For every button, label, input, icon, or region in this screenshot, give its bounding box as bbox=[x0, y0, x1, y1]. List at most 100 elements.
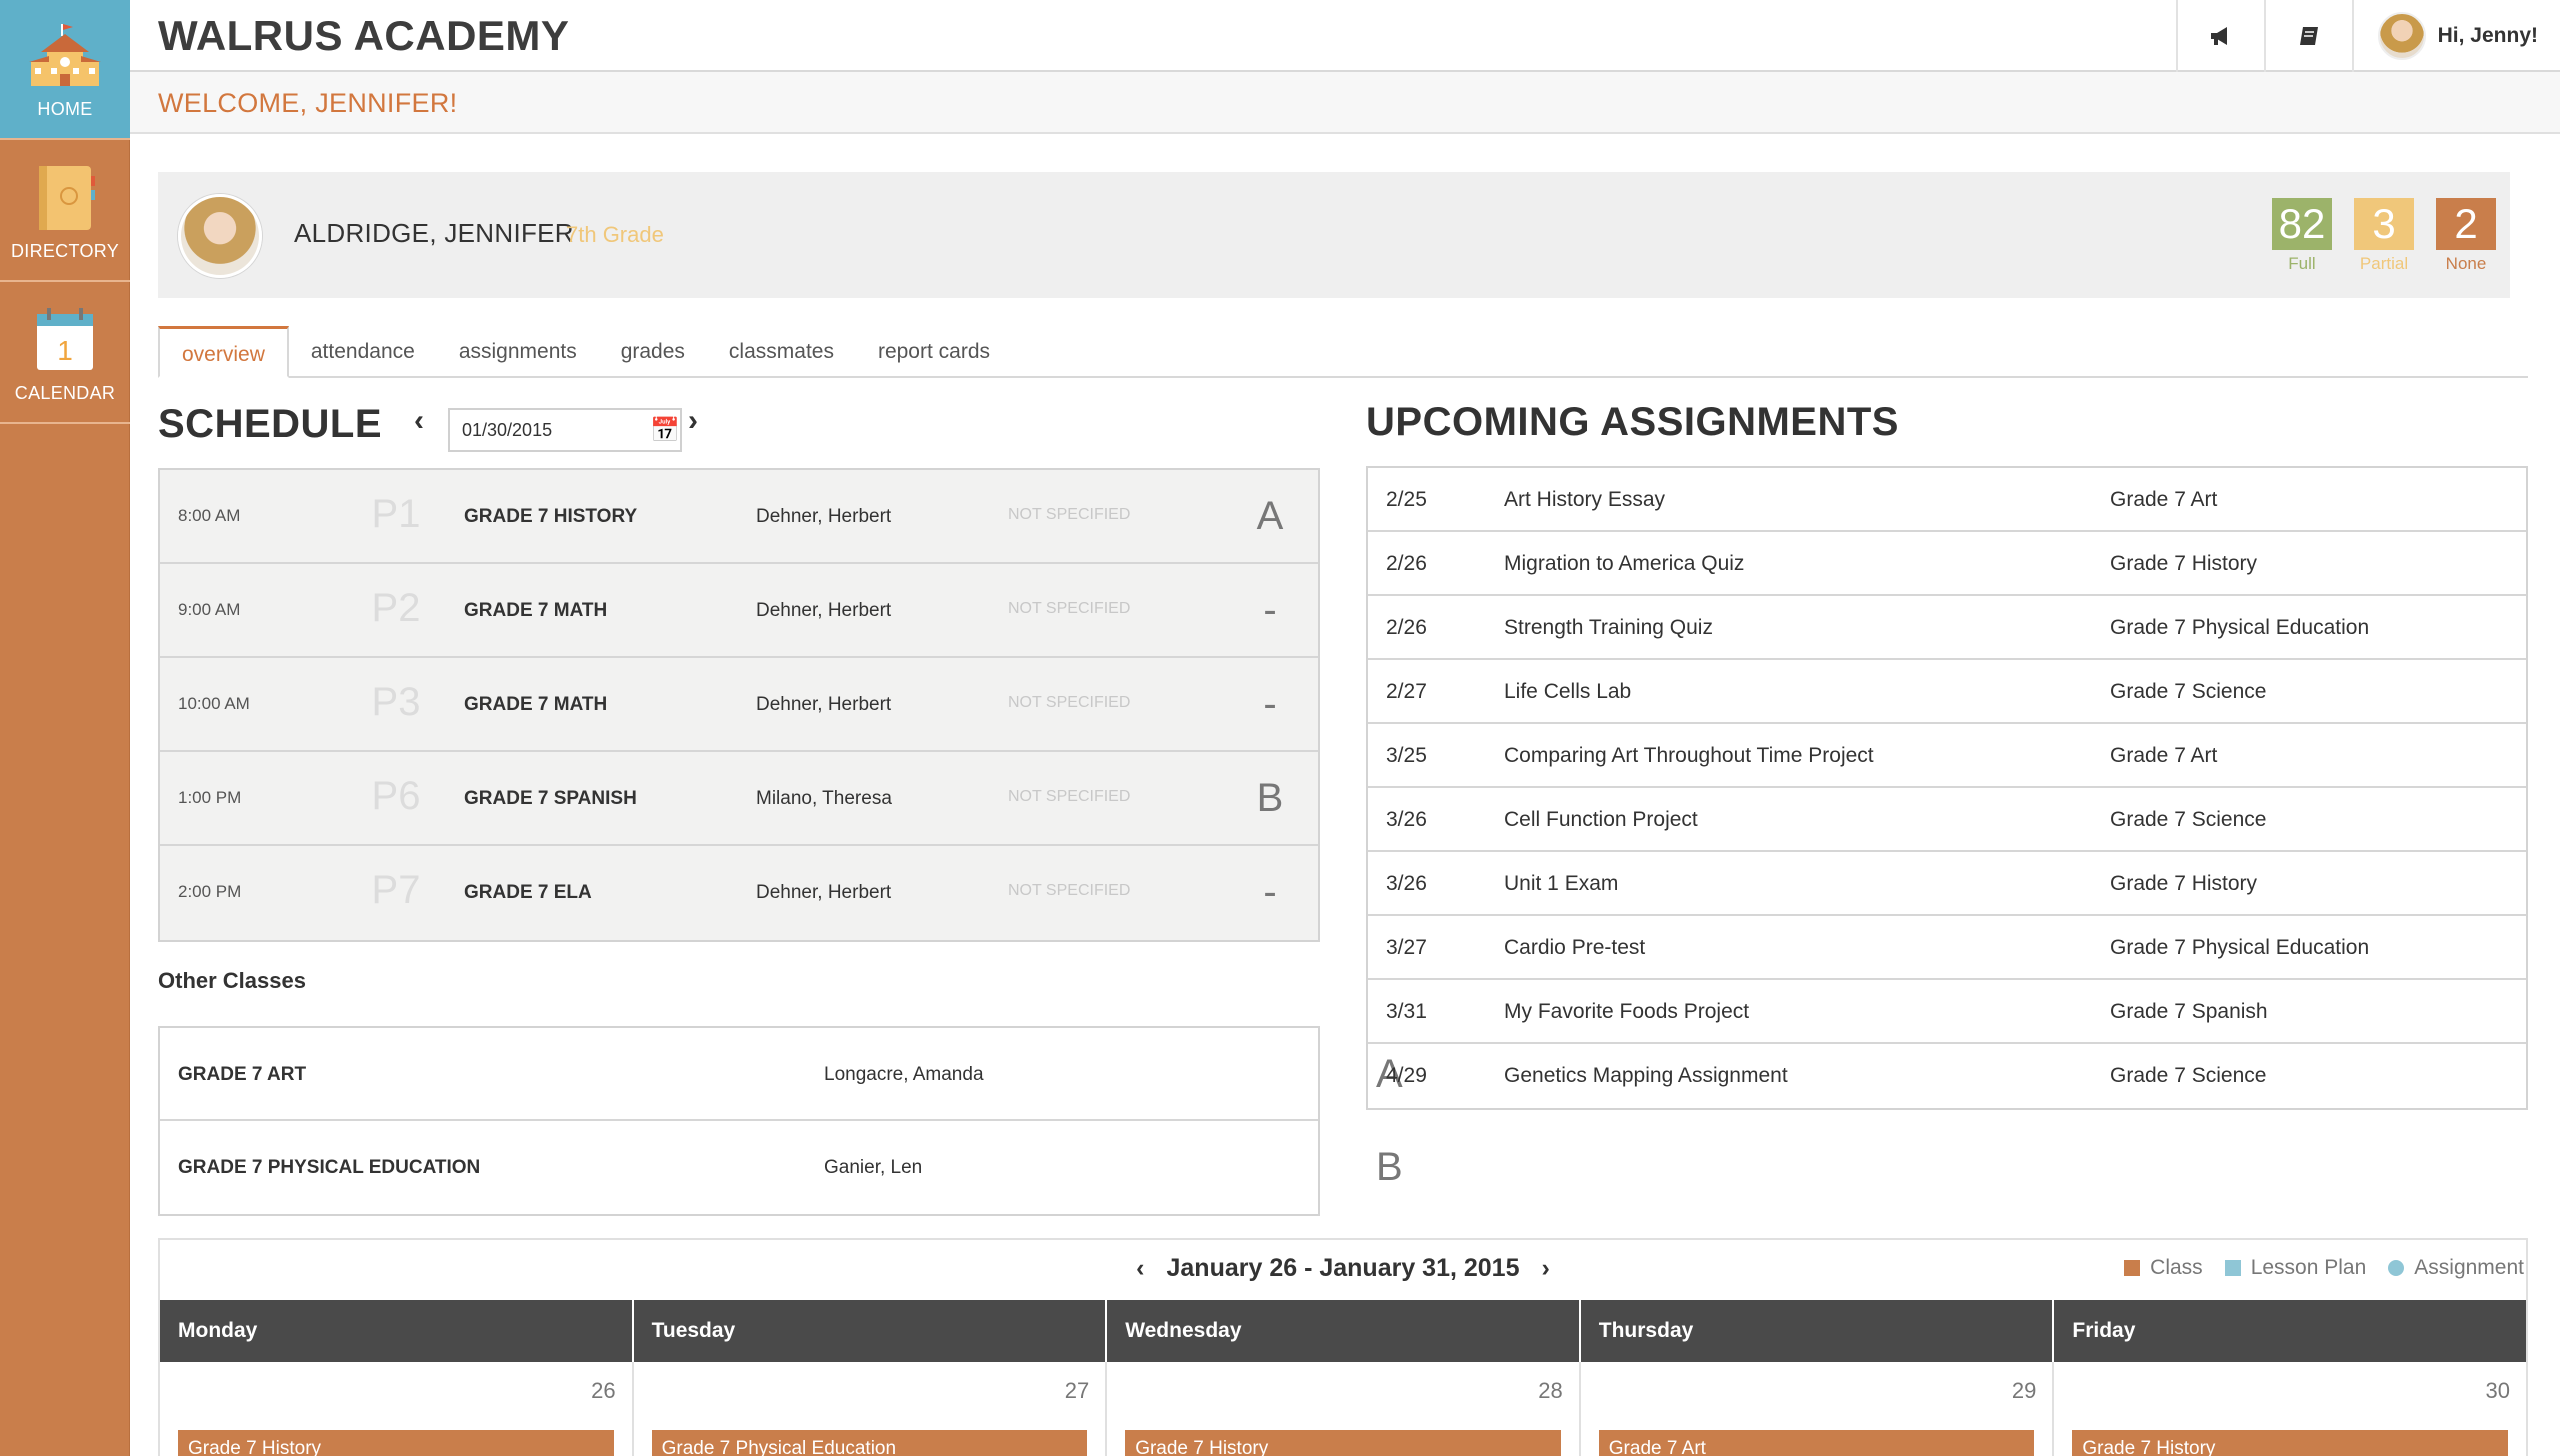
user-menu[interactable]: Hi, Jenny! bbox=[2351, 0, 2560, 72]
schedule-grade: - bbox=[1263, 870, 1277, 914]
stat-none[interactable]: 2 None bbox=[2436, 198, 2496, 274]
calendar-event[interactable]: Grade 7 Physical Education bbox=[651, 1430, 1088, 1456]
announcements-button[interactable] bbox=[2175, 0, 2264, 72]
assignment-date: 3/26 bbox=[1386, 872, 1427, 895]
date-picker-icon[interactable]: 📅 bbox=[650, 417, 680, 444]
sidebar-item-directory[interactable]: DIRECTORY bbox=[0, 142, 130, 282]
assignment-row[interactable]: 2/26 Strength Training Quiz Grade 7 Physic… bbox=[1368, 596, 2526, 660]
tab-overview[interactable]: overview bbox=[158, 326, 289, 378]
schedule-row[interactable]: 1:00 PM P6 GRADE 7 SPANISH Milano, There… bbox=[160, 752, 1318, 846]
other-class-name: GRADE 7 ART bbox=[178, 1064, 307, 1085]
next-week-arrow-icon[interactable]: › bbox=[1541, 1254, 1550, 1282]
tab-assignments[interactable]: assignments bbox=[458, 340, 577, 363]
upcoming-assignments-table: 2/25 Art History Essay Grade 7 Art 2/26 Mig… bbox=[1366, 466, 2528, 1110]
stat-caption: None bbox=[2445, 254, 2487, 273]
schedule-period: P6 bbox=[371, 774, 421, 818]
assignment-class: Grade 7 Art bbox=[2110, 744, 2218, 767]
tab-grades[interactable]: grades bbox=[620, 340, 685, 363]
schedule-date-input[interactable] bbox=[448, 408, 682, 452]
tab-classmates[interactable]: classmates bbox=[728, 340, 834, 363]
assignment-row[interactable]: 2/25 Art History Essay Grade 7 Art bbox=[1368, 468, 2526, 532]
calendar-icon-number: 1 bbox=[57, 335, 73, 366]
assignment-title: Life Cells Lab bbox=[1504, 680, 1632, 703]
legend-assignment-swatch bbox=[2388, 1260, 2405, 1276]
tab-attendance[interactable]: attendance bbox=[310, 340, 415, 363]
assignment-date: 3/26 bbox=[1386, 808, 1427, 831]
schedule-row[interactable]: 9:00 AM P2 GRADE 7 MATH Dehner, Herbert … bbox=[160, 564, 1318, 658]
assignment-class: Grade 7 Art bbox=[2110, 488, 2218, 511]
other-class-row[interactable]: GRADE 7 ART Longacre, Amanda A bbox=[160, 1028, 1403, 1121]
stat-value: 82 bbox=[2272, 198, 2332, 250]
book-icon bbox=[2299, 27, 2318, 45]
schedule-row[interactable]: 2:00 PM P7 GRADE 7 ELA Dehner, Herbert N… bbox=[160, 846, 1318, 940]
assignment-title: Art History Essay bbox=[1504, 488, 1666, 511]
calendar-event[interactable]: Grade 7 History bbox=[2072, 1430, 2508, 1456]
brand-title: WALRUS ACADEMY bbox=[158, 12, 570, 59]
schedule-row[interactable]: 10:00 AM P3 GRADE 7 MATH Dehner, Herbert… bbox=[160, 658, 1318, 752]
assignment-title: Unit 1 Exam bbox=[1504, 872, 1619, 895]
schedule-time: 2:00 PM bbox=[178, 882, 242, 901]
tab-report-cards[interactable]: report cards bbox=[877, 340, 990, 363]
calendar-day-headers: Monday Tuesday Wednesday Thursday Friday bbox=[160, 1300, 2526, 1362]
other-class-row[interactable]: GRADE 7 PHYSICAL EDUCATION Ganier, Len B bbox=[160, 1121, 1403, 1214]
assignment-row[interactable]: 3/25 Comparing Art Throughout Time Projec… bbox=[1368, 724, 2526, 788]
schedule-teacher: Milano, Theresa bbox=[756, 788, 892, 809]
assignment-row[interactable]: 2/26 Migration to America Quiz Grade 7 His… bbox=[1368, 532, 2526, 596]
assignment-row[interactable]: 3/31 My Favorite Foods Project Grade 7 Spa… bbox=[1368, 980, 2526, 1044]
assignment-date: 3/25 bbox=[1386, 744, 1427, 767]
next-day-arrow-icon[interactable]: › bbox=[688, 404, 698, 437]
calendar-icon: 1 bbox=[37, 308, 93, 370]
assignment-date: 2/25 bbox=[1386, 488, 1427, 511]
previous-day-arrow-icon[interactable]: ‹ bbox=[414, 404, 424, 437]
schedule-class: GRADE 7 MATH bbox=[464, 694, 608, 715]
day-cell[interactable]: 30 Grade 7 History bbox=[2054, 1362, 2526, 1456]
sidebar: HOME DIRECTORY 1 CALENDAR bbox=[0, 0, 130, 1456]
schedule-row[interactable]: 8:00 AM P1 GRADE 7 HISTORY Dehner, Herbe… bbox=[160, 470, 1318, 564]
schedule-time: 8:00 AM bbox=[178, 506, 241, 525]
week-calendar: ‹ January 26 - January 31, 2015 › Class Le… bbox=[158, 1238, 2528, 1456]
assignment-title: Strength Training Quiz bbox=[1504, 616, 1713, 639]
assignment-row[interactable]: 3/27 Cardio Pre-test Grade 7 Physical Educ… bbox=[1368, 916, 2526, 980]
schedule-table: 8:00 AM P1 GRADE 7 HISTORY Dehner, Herbe… bbox=[158, 468, 1320, 942]
assignment-date: 4/29 bbox=[1386, 1064, 1427, 1087]
calendar-event[interactable]: Grade 7 Art bbox=[1598, 1430, 2035, 1456]
stat-value: 3 bbox=[2354, 198, 2414, 250]
assignment-class: Grade 7 Science bbox=[2110, 808, 2267, 831]
assignment-class: Grade 7 Science bbox=[2110, 1064, 2267, 1087]
sidebar-item-home[interactable]: HOME bbox=[0, 0, 130, 140]
sidebar-item-calendar[interactable]: 1 CALENDAR bbox=[0, 284, 130, 424]
student-name: ALDRIDGE, JENNIFER bbox=[294, 218, 574, 248]
day-cell[interactable]: 26 Grade 7 History bbox=[160, 1362, 634, 1456]
assignment-row[interactable]: 2/27 Life Cells Lab Grade 7 Science bbox=[1368, 660, 2526, 724]
day-header: Monday bbox=[160, 1300, 634, 1362]
stat-value: 2 bbox=[2436, 198, 2496, 250]
day-cell[interactable]: 27 Grade 7 Physical Education bbox=[634, 1362, 1108, 1456]
legend-lesson-plan-label: Lesson Plan bbox=[2250, 1256, 2367, 1279]
schedule-room: NOT SPECIFIED bbox=[1008, 694, 1131, 711]
student-tabs: overview attendance assignments grades c… bbox=[158, 326, 2528, 378]
day-number: 28 bbox=[1538, 1378, 1563, 1403]
assignment-row[interactable]: 3/26 Cell Function Project Grade 7 Science bbox=[1368, 788, 2526, 852]
assignment-title: Cell Function Project bbox=[1504, 808, 1698, 831]
stat-partial[interactable]: 3 Partial bbox=[2354, 198, 2414, 274]
schedule-grade: A bbox=[1256, 494, 1284, 538]
calendar-event[interactable]: Grade 7 History bbox=[178, 1430, 614, 1456]
day-number: 29 bbox=[2011, 1378, 2037, 1403]
previous-week-arrow-icon[interactable]: ‹ bbox=[1136, 1254, 1145, 1282]
gradebook-button[interactable] bbox=[2263, 0, 2352, 72]
other-class-teacher: Ganier, Len bbox=[824, 1157, 923, 1178]
top-bar: WALRUS ACADEMY Hi, Jenny! bbox=[130, 0, 2560, 72]
schedule-title: SCHEDULE bbox=[158, 402, 383, 446]
assignment-row[interactable]: 3/26 Unit 1 Exam Grade 7 History bbox=[1368, 852, 2526, 916]
assignment-date: 2/27 bbox=[1386, 680, 1427, 703]
stat-full[interactable]: 82 Full bbox=[2272, 198, 2332, 274]
assignment-row[interactable]: 4/29 Genetics Mapping Assignment Grade 7 S… bbox=[1368, 1044, 2526, 1108]
calendar-event[interactable]: Grade 7 History bbox=[1125, 1430, 1561, 1456]
day-header: Wednesday bbox=[1107, 1300, 1581, 1362]
day-cell[interactable]: 29 Grade 7 Art bbox=[1581, 1362, 2055, 1456]
assignment-title: Cardio Pre-test bbox=[1504, 936, 1646, 959]
day-header: Tuesday bbox=[634, 1300, 1108, 1362]
calendar-range-nav: ‹ January 26 - January 31, 2015 › bbox=[160, 1254, 2526, 1283]
assignment-title: Genetics Mapping Assignment bbox=[1504, 1064, 1788, 1087]
day-cell[interactable]: 28 Grade 7 History bbox=[1107, 1362, 1581, 1456]
